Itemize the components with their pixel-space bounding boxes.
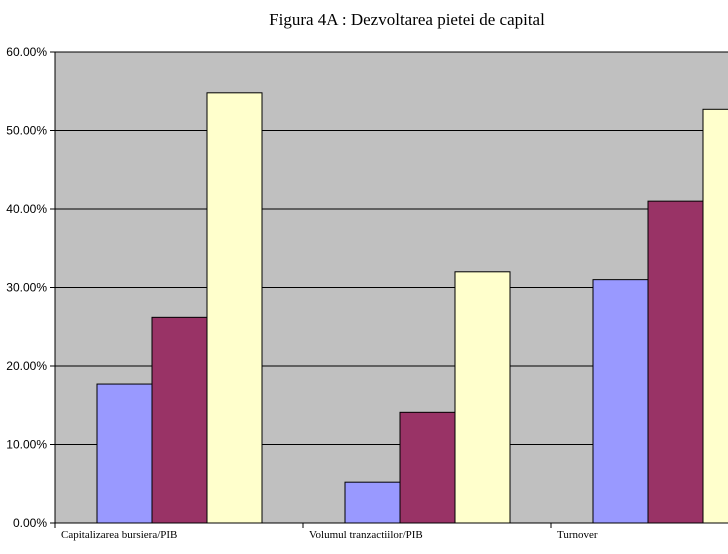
y-tick-label: 50.00%	[6, 124, 47, 138]
y-tick-label: 20.00%	[6, 359, 47, 373]
bar	[454, 271, 511, 524]
category-label: Volumul tranzactiilor/PIB	[309, 529, 423, 541]
y-tick-label: 40.00%	[6, 202, 47, 216]
bar	[647, 200, 704, 524]
bar	[206, 92, 263, 524]
bars	[96, 92, 728, 524]
x-tick-marks	[54, 523, 552, 528]
bar	[399, 411, 456, 524]
y-tick-label: 10.00%	[6, 438, 47, 452]
bar	[344, 481, 401, 524]
bar	[96, 383, 153, 524]
bar	[151, 316, 208, 524]
y-tick-label: 30.00%	[6, 281, 47, 295]
y-tick-label: 0.00%	[13, 516, 47, 530]
y-tick-labels: 0.00% 10.00% 20.00% 30.00% 40.00% 50.00% 60.00…	[6, 45, 55, 530]
bar	[592, 279, 649, 524]
category-labels: Capitalizarea bursiera/PIB Volumul tranza…	[61, 529, 598, 541]
category-label: Turnover	[557, 529, 598, 541]
category-label: Capitalizarea bursiera/PIB	[61, 529, 177, 541]
bar	[702, 108, 728, 524]
y-tick-label: 60.00%	[6, 45, 47, 59]
chart-title: Figura 4A : Dezvoltarea pietei de capita…	[269, 10, 545, 29]
